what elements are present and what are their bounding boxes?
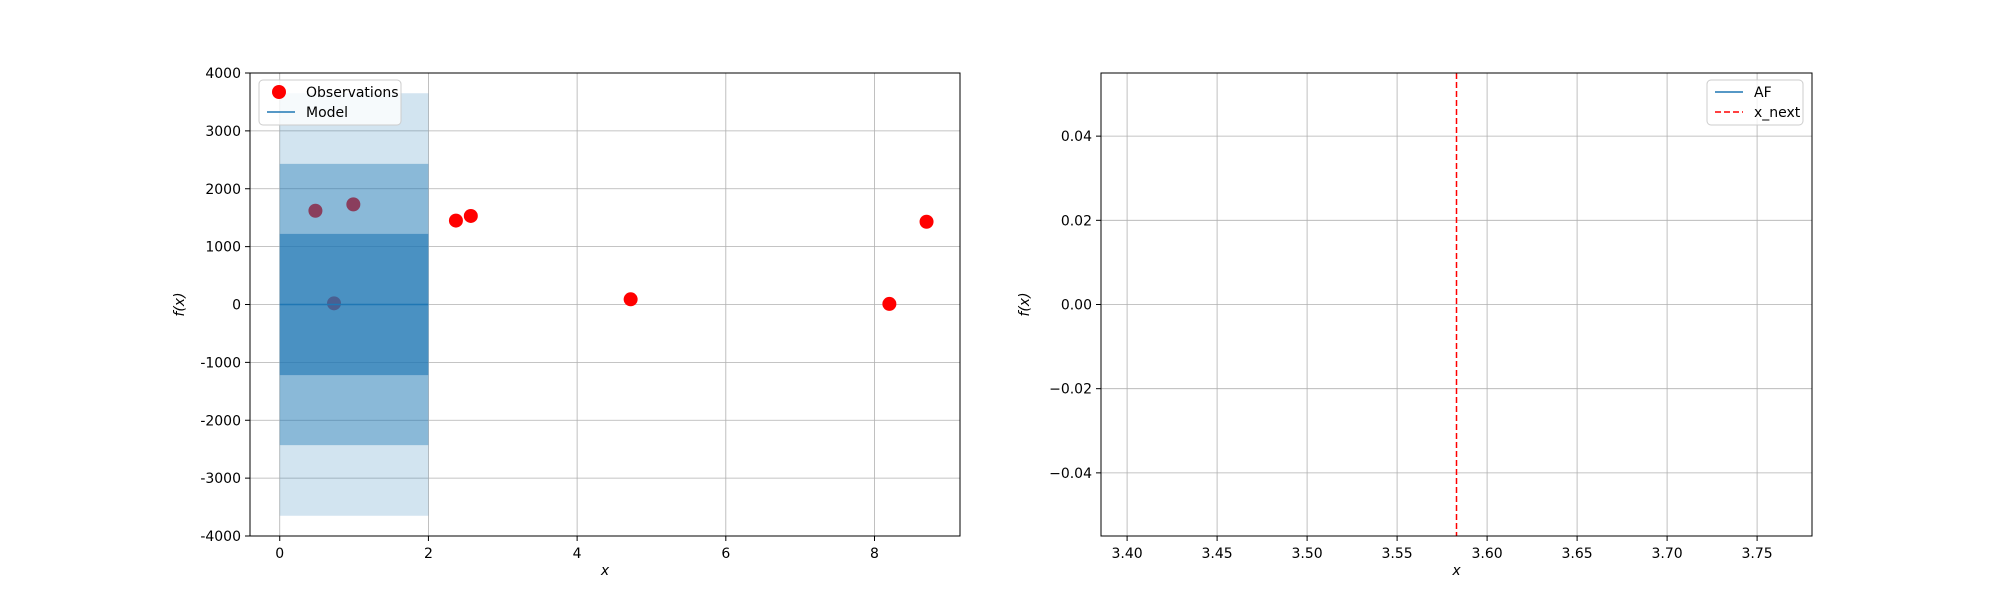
y-axis-label: f(x)	[172, 292, 188, 316]
y-tick-label: -4000	[200, 529, 241, 545]
x-tick-label: 6	[721, 546, 730, 562]
x-tick-label: 4	[573, 546, 582, 562]
grid	[1101, 73, 1812, 536]
legend-label: x_next	[1754, 105, 1801, 121]
x-tick-label: 3.45	[1202, 546, 1233, 562]
y-tick-label: -2000	[200, 413, 241, 429]
y-tick-label: −0.04	[1049, 466, 1092, 482]
x-tick-label: 3.60	[1472, 546, 1503, 562]
observation-point	[448, 213, 463, 228]
y-tick-label: 1000	[205, 240, 241, 256]
y-tick-label: 4000	[205, 66, 241, 82]
observation-point	[463, 208, 478, 223]
y-axis-label: f(x)	[1017, 292, 1033, 316]
observation-point	[623, 292, 638, 307]
x-tick-label: 3.65	[1562, 546, 1593, 562]
x-tick-label: 3.50	[1292, 546, 1323, 562]
y-tick-label: 0	[232, 298, 241, 314]
right-chart-panel: 3.40 3.45 3.50 3.55 3.60 3.65 3.70 3.75 −0.04 −0.…	[1017, 72, 1813, 579]
observation-point	[882, 296, 897, 311]
x-tick-label: 3.70	[1652, 546, 1683, 562]
y-tick-label: 0.02	[1061, 213, 1092, 229]
x-tick-label: 2	[424, 546, 433, 562]
x-tick-label: 0	[275, 546, 284, 562]
x-tick-label: 8	[870, 546, 879, 562]
observation-point	[919, 214, 934, 229]
x-axis-label: x	[1451, 563, 1461, 579]
y-tick-label: 2000	[205, 182, 241, 198]
x-tick-label: 3.40	[1112, 546, 1143, 562]
x-tick-label: 3.75	[1742, 546, 1773, 562]
legend: AF x_next	[1706, 79, 1804, 126]
y-tick-label: -3000	[200, 471, 241, 487]
y-tick-label: −0.02	[1049, 382, 1092, 398]
y-tick-label: 3000	[205, 124, 241, 140]
observation-point	[346, 197, 361, 212]
legend-label: AF	[1754, 85, 1772, 101]
legend-label: Model	[306, 105, 348, 121]
x-tick-label: 3.55	[1382, 546, 1413, 562]
left-chart-panel: 0 2 4 6 8 -4000 -3000 -2000 -1000 0 1000 2000 3000 40…	[172, 66, 961, 579]
legend-marker-observations	[272, 85, 286, 99]
y-tick-label: 0.04	[1061, 129, 1092, 145]
legend-label: Observations	[306, 85, 399, 101]
legend-box	[258, 79, 402, 126]
legend: Observations Model	[258, 79, 402, 126]
y-tick-label: -1000	[200, 355, 241, 371]
y-tick-label: 0.00	[1061, 298, 1092, 314]
x-axis-label: x	[600, 563, 610, 579]
observation-point	[308, 203, 323, 218]
